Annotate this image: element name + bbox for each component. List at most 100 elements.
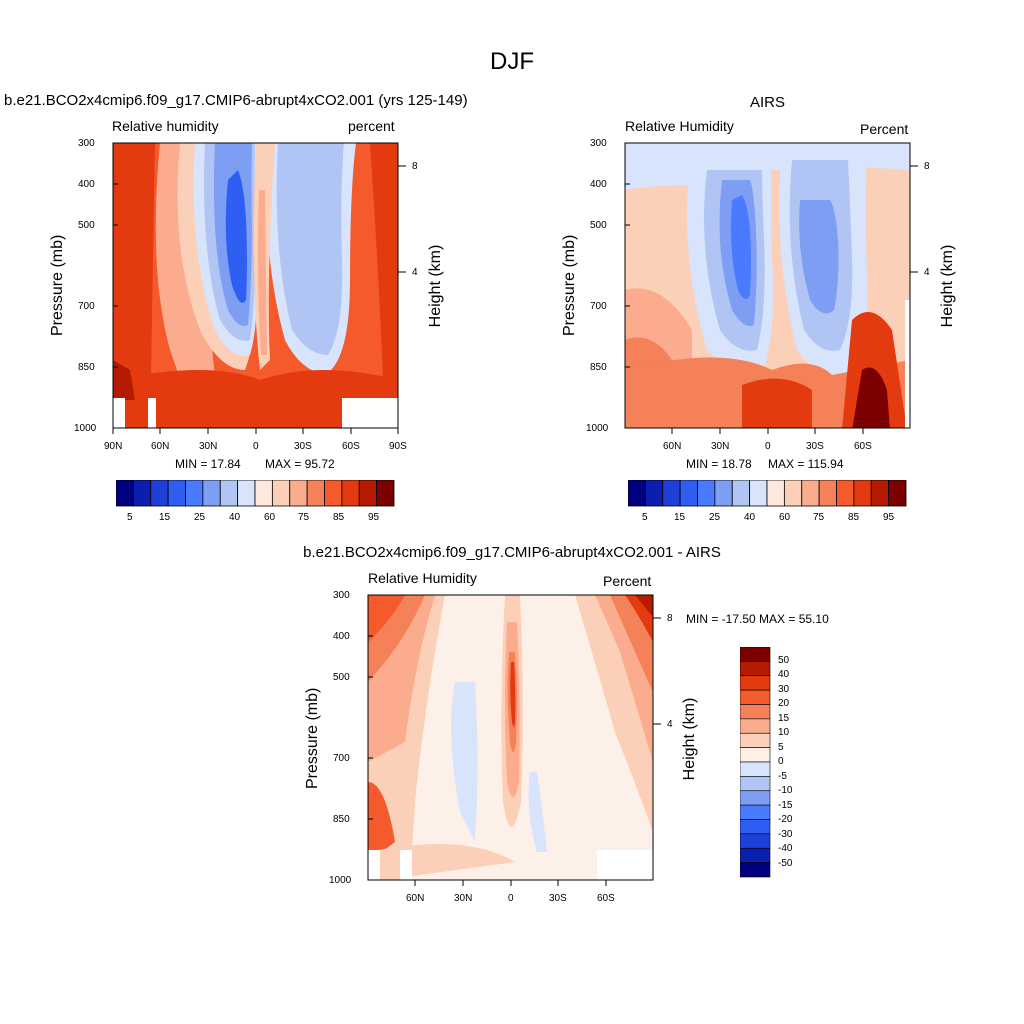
cbar-diff-label: -50 (778, 858, 793, 869)
colorbar-swatch (740, 747, 771, 763)
colorbar-swatch (740, 704, 771, 720)
panel-diff-xtick-60s: 60S (597, 893, 615, 904)
obs-band-sh-moist-core (852, 367, 890, 428)
colorbar-swatch (254, 480, 273, 507)
panel-obs-left-label: Relative Humidity (625, 118, 734, 134)
diff-tick-marks (368, 594, 661, 886)
obs-band-nh-dry-core (730, 195, 751, 299)
cbar-diff-label: -30 (778, 829, 793, 840)
panel-diff-title: b.e21.BCO2x4cmip6.f09_g17.CMIP6-abrupt4x… (303, 544, 721, 561)
colorbar-swatch (740, 675, 771, 691)
colorbar-swatch (740, 689, 771, 705)
panel-obs-xtick-60n: 60N (663, 441, 682, 452)
colorbar-swatch (783, 480, 803, 507)
panel-obs-units-label: Percent (860, 121, 909, 137)
diff-mask-1 (368, 850, 380, 880)
colorbar-swatch (237, 480, 256, 507)
panel-model-xtick-30n: 30N (199, 441, 218, 452)
cbar-diff-label: 0 (778, 756, 784, 767)
colorbar-swatch (116, 480, 134, 507)
panel-obs-ytick-400: 400 (590, 179, 607, 190)
cbar-obs-label: 40 (744, 512, 756, 523)
panel-obs-ytick-850: 850 (590, 362, 607, 373)
panel-model-xtick-30s: 30S (294, 441, 312, 452)
panel-model-plot (112, 142, 406, 434)
diff-band-itcz-4 (510, 662, 516, 727)
panel-model-left-label: Relative humidity (112, 118, 219, 134)
panel-model-xtick-60s: 60S (342, 441, 360, 452)
panel-model-y2tick-4: 4 (412, 267, 418, 278)
panel-diff-ytick-1000: 1000 (329, 875, 352, 886)
cbar-diff-label: 50 (778, 655, 790, 666)
cbar-model-label: 40 (229, 512, 241, 523)
colorbar-swatch (202, 480, 221, 507)
panel-diff-plot (367, 594, 661, 886)
panel-model-y2tick-8: 8 (412, 161, 418, 172)
panel-model-xtick-60n: 60N (151, 441, 170, 452)
panel-model-xtick-0: 0 (253, 441, 259, 452)
panel-obs-colorbar (628, 480, 907, 507)
obs-mask-1 (905, 300, 910, 428)
obs-band-boundary2 (742, 378, 812, 428)
cbar-diff-label: 10 (778, 727, 790, 738)
panel-diff-minmax: MIN = -17.50 MAX = 55.10 (686, 612, 829, 626)
colorbar-swatch (740, 761, 771, 777)
model-band-itcz-core (257, 190, 267, 355)
colorbar-swatch (870, 480, 890, 507)
diff-band-nh-neg (451, 682, 478, 842)
panel-diff-left-label: Relative Humidity (368, 570, 477, 586)
colorbar-swatch (888, 480, 907, 507)
cbar-diff-label: 40 (778, 669, 790, 680)
panel-obs-plot (624, 142, 918, 434)
panel-obs-title: AIRS (749, 94, 785, 111)
panel-diff-y2tick-4: 4 (667, 719, 673, 730)
diff-band-nh-4 (368, 595, 405, 642)
diff-band-eq-neg (528, 772, 547, 852)
colorbar-swatch (219, 480, 239, 507)
panel-model-colorbar (116, 480, 395, 507)
panel-obs-ytick-1000: 1000 (586, 423, 609, 434)
obs-tick-marks (625, 142, 918, 434)
panel-model-colorbar-labels: 5 15 25 40 60 75 85 95 (116, 512, 396, 526)
panel-diff-ytick-300: 300 (333, 590, 350, 601)
obs-band-sh-dry3 (799, 200, 839, 314)
cbar-model-label: 5 (127, 512, 133, 523)
model-mask-2 (148, 398, 156, 428)
cbar-diff-label: -40 (778, 843, 793, 854)
cbar-obs-label: 15 (674, 512, 686, 523)
panel-obs-xtick-30n: 30N (711, 441, 730, 452)
colorbar-swatch (341, 480, 360, 507)
panel-diff-colorbar (740, 647, 771, 878)
cbar-model-label: 60 (264, 512, 276, 523)
colorbar-swatch (662, 480, 681, 507)
colorbar-swatch (740, 819, 771, 835)
panel-model-title: b.e21.BCO2x4cmip6.f09_g17.CMIP6-abrupt4x… (4, 92, 468, 109)
model-tick-marks (112, 142, 406, 434)
cbar-obs-label: 75 (813, 512, 825, 523)
panel-model-ytick-400: 400 (78, 179, 95, 190)
model-band-boundary (113, 370, 398, 428)
cbar-diff-label: 15 (778, 713, 790, 724)
panel-diff-colorbar-labels: 50 40 30 20 15 10 5 0 -5 -10 -15 -20 -30… (778, 647, 818, 879)
panel-obs-xtick-60s: 60S (854, 441, 872, 452)
panel-model-ytick-850: 850 (78, 362, 95, 373)
model-band-nh-polar (113, 143, 155, 428)
diff-mask-2 (400, 850, 412, 880)
cbar-model-label: 75 (298, 512, 310, 523)
cbar-model-label: 95 (368, 512, 380, 523)
colorbar-swatch (740, 862, 771, 878)
colorbar-swatch (185, 480, 204, 507)
cbar-obs-label: 5 (642, 512, 648, 523)
panel-diff-ytick-700: 700 (333, 753, 350, 764)
panel-obs-ytick-300: 300 (590, 138, 607, 149)
panel-diff-ytick-500: 500 (333, 672, 350, 683)
model-band-nh-moist (113, 360, 135, 400)
diff-band-nh-low (368, 782, 395, 862)
colorbar-swatch (740, 804, 771, 820)
cbar-diff-label: -20 (778, 814, 793, 825)
panel-obs-colorbar-labels: 5 15 25 40 60 75 85 95 (628, 512, 908, 526)
panel-model-min: MIN = 17.84 (175, 457, 241, 471)
cbar-diff-label: -10 (778, 785, 793, 796)
cbar-obs-label: 25 (709, 512, 721, 523)
colorbar-swatch (714, 480, 733, 507)
